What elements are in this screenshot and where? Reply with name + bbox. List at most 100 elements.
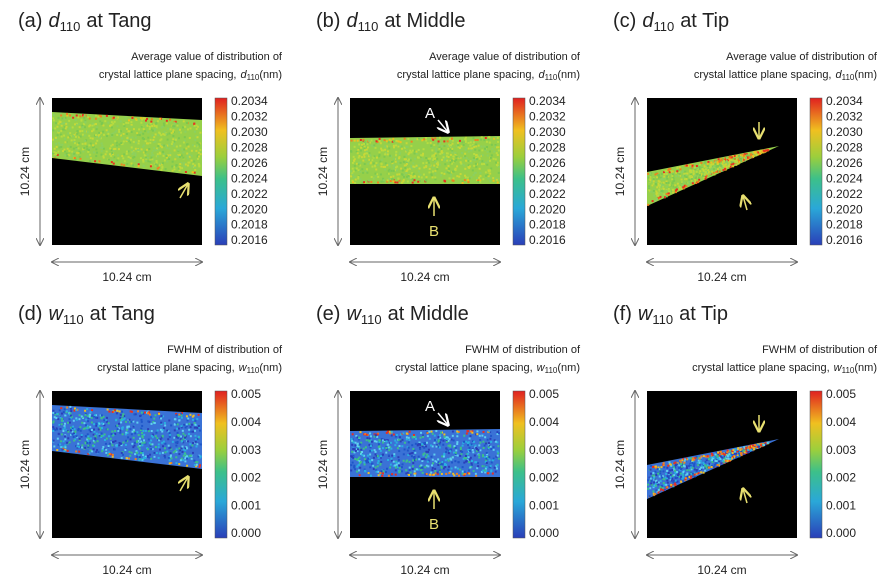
speckle: [142, 454, 144, 456]
speckle: [146, 149, 148, 151]
speckle: [488, 175, 490, 177]
speckle: [443, 153, 445, 155]
speckle: [468, 167, 470, 169]
speckle: [401, 148, 403, 150]
speckle: [425, 451, 427, 453]
speckle: [52, 139, 54, 141]
speckle: [111, 152, 113, 154]
speckle: [434, 468, 436, 470]
speckle: [488, 136, 490, 138]
annotation: B: [429, 223, 439, 240]
speckle: [179, 156, 181, 158]
speckle: [700, 460, 702, 462]
speckle: [468, 461, 470, 463]
speckle: [681, 184, 683, 186]
speckle: [140, 131, 142, 133]
speckle: [434, 470, 436, 472]
speckle: [430, 444, 432, 446]
speckle: [350, 175, 352, 177]
speckle: [651, 185, 653, 187]
speckle: [363, 461, 365, 463]
speckle: [659, 181, 661, 183]
speckle: [152, 150, 154, 152]
speckle: [71, 139, 73, 141]
speckle: [63, 149, 65, 151]
speckle: [422, 436, 424, 438]
speckle: [64, 427, 66, 429]
speckle: [665, 473, 667, 475]
speckle: [149, 442, 151, 444]
speckle: [88, 149, 90, 151]
speckle: [358, 437, 360, 439]
speckle: [351, 438, 353, 440]
speckle: [408, 153, 410, 155]
speckle: [446, 160, 448, 162]
speckle: [393, 165, 395, 167]
speckle: [63, 135, 65, 137]
speckle: [395, 469, 397, 471]
speckle: [169, 133, 171, 135]
speckle: [134, 453, 136, 455]
speckle: [681, 171, 683, 173]
speckle: [103, 148, 105, 150]
speckle: [172, 161, 174, 163]
speckle: [367, 458, 369, 460]
speckle: [90, 437, 92, 439]
speckle: [661, 178, 663, 180]
speckle: [696, 171, 698, 173]
speckle: [404, 448, 406, 450]
speckle: [98, 423, 100, 425]
speckle: [719, 171, 721, 173]
speckle: [61, 135, 63, 137]
speckle: [365, 446, 367, 448]
speckle: [666, 173, 668, 175]
speckle: [371, 139, 373, 141]
speckle: [114, 449, 116, 451]
speckle: [190, 446, 192, 448]
speckle: [451, 159, 453, 161]
speckle: [366, 437, 368, 439]
speckle: [435, 147, 437, 149]
speckle: [114, 121, 116, 123]
speckle: [362, 139, 364, 141]
speckle: [390, 180, 392, 182]
speckle: [112, 159, 114, 161]
speckle: [108, 158, 110, 160]
speckle: [358, 143, 360, 145]
speckle: [657, 492, 659, 494]
speckle: [361, 156, 363, 158]
speckle: [382, 149, 384, 151]
speckle: [460, 145, 462, 147]
speckle: [452, 456, 454, 458]
speckle: [63, 118, 65, 120]
speckle: [439, 446, 441, 448]
speckle: [166, 147, 168, 149]
speckle: [155, 435, 157, 437]
speckle: [84, 140, 86, 142]
speckle: [145, 160, 147, 162]
speckle: [380, 173, 382, 175]
speckle: [422, 162, 424, 164]
speckle: [443, 433, 445, 435]
speckle: [443, 156, 445, 158]
speckle: [433, 165, 435, 167]
speckle: [379, 439, 381, 441]
speckle: [690, 464, 692, 466]
speckle: [93, 151, 95, 153]
panel-label: (a): [18, 10, 42, 32]
speckle: [668, 182, 670, 184]
speckle: [120, 130, 122, 132]
speckle: [357, 448, 359, 450]
speckle: [181, 440, 183, 442]
speckle: [447, 145, 449, 147]
speckle: [412, 166, 414, 168]
speckle: [142, 146, 144, 148]
speckle: [399, 145, 401, 147]
speckle: [736, 158, 738, 160]
speckle: [106, 438, 108, 440]
speckle: [683, 182, 685, 184]
speckle: [184, 457, 186, 459]
speckle: [117, 125, 119, 127]
speckle: [53, 119, 55, 121]
speckle: [192, 419, 194, 421]
